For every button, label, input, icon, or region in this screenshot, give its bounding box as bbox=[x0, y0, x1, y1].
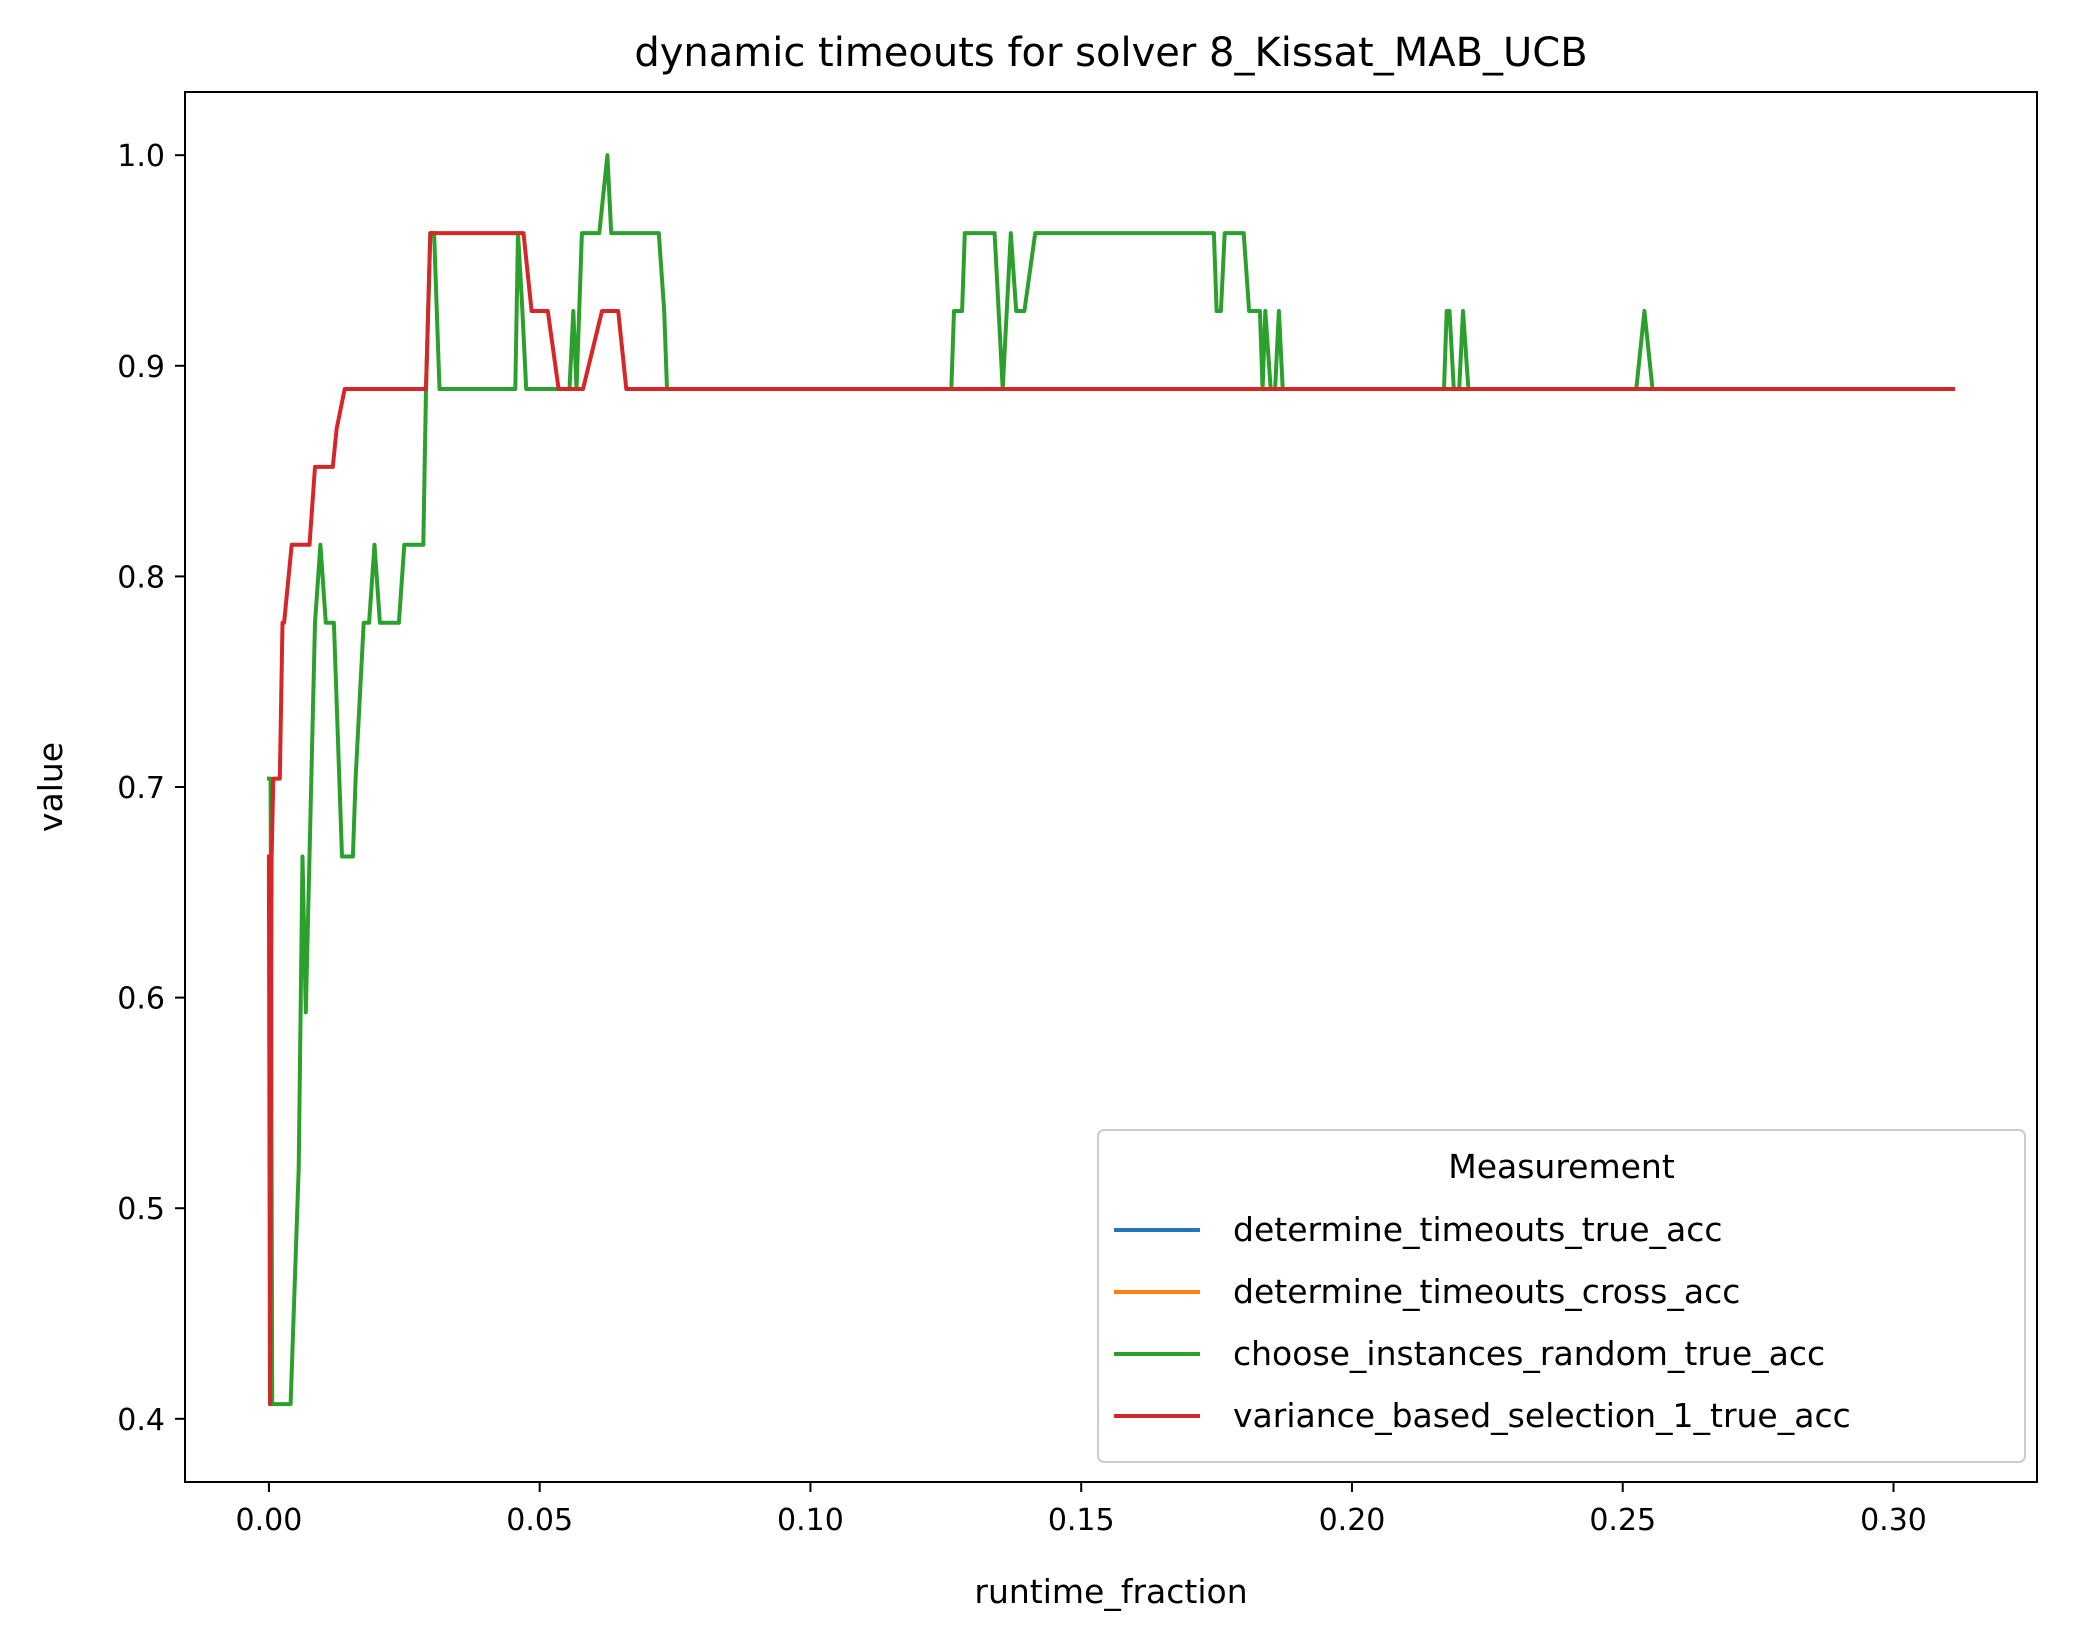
legend: Measurement determine_timeouts_true_accd… bbox=[1097, 1129, 2026, 1463]
x-tick-label: 0.05 bbox=[506, 1503, 573, 1538]
legend-title: Measurement bbox=[1448, 1147, 1675, 1186]
legend-items: determine_timeouts_true_acc determine_tim… bbox=[1114, 1210, 1851, 1435]
legend-box bbox=[1097, 1129, 2026, 1463]
y-axis: 0.4 0.5 0.6 0.7 0.8 0.9 1.0 bbox=[117, 139, 185, 1438]
x-axis-label: runtime_fraction bbox=[974, 1572, 1247, 1611]
x-tick-label: 0.30 bbox=[1860, 1503, 1927, 1538]
y-tick-label: 0.9 bbox=[117, 350, 165, 385]
x-tick-label: 0.10 bbox=[777, 1503, 844, 1538]
x-tick-label: 0.15 bbox=[1048, 1503, 1115, 1538]
y-tick-label: 0.8 bbox=[117, 560, 165, 595]
series-line-4 bbox=[266, 231, 1956, 1407]
legend-label: determine_timeouts_cross_acc bbox=[1233, 1272, 1740, 1311]
y-tick-label: 0.7 bbox=[117, 771, 165, 806]
x-axis: 0.00 0.05 0.10 0.15 0.20 0.25 0.30 bbox=[236, 1482, 1927, 1538]
y-axis-label: value bbox=[31, 742, 70, 832]
legend-label: variance_based_selection_1_true_acc bbox=[1233, 1396, 1851, 1435]
y-tick-label: 0.6 bbox=[117, 982, 165, 1017]
series-lines bbox=[266, 153, 1956, 1407]
x-tick-label: 0.20 bbox=[1319, 1503, 1386, 1538]
legend-label: choose_instances_random_true_acc bbox=[1233, 1334, 1825, 1373]
series-line-3 bbox=[266, 153, 1956, 1407]
y-tick-label: 0.4 bbox=[117, 1403, 165, 1438]
x-tick-label: 0.25 bbox=[1589, 1503, 1656, 1538]
legend-label: determine_timeouts_true_acc bbox=[1233, 1210, 1723, 1249]
x-tick-label: 0.00 bbox=[236, 1503, 303, 1538]
y-tick-label: 1.0 bbox=[117, 139, 165, 174]
y-tick-label: 0.5 bbox=[117, 1192, 165, 1227]
chart-title: dynamic timeouts for solver 8_Kissat_MAB… bbox=[634, 30, 1587, 76]
